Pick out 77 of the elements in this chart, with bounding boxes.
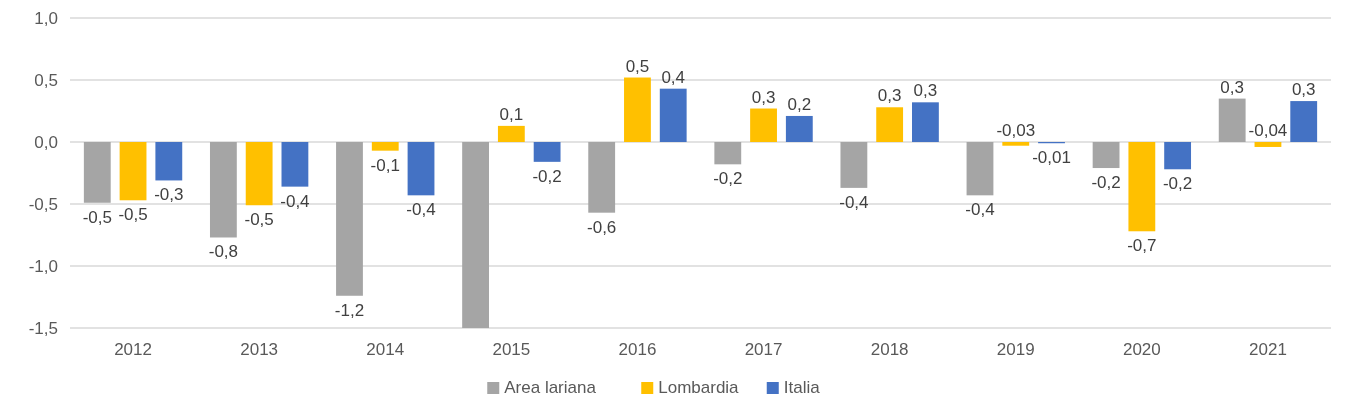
y-tick-label: 0,5 (34, 70, 58, 90)
bar (714, 142, 742, 165)
data-label: 0,2 (787, 94, 812, 114)
data-label: 0,4 (661, 67, 686, 87)
bar (497, 125, 525, 142)
x-tick-label: 2017 (744, 340, 783, 359)
data-label: 0,3 (913, 81, 938, 101)
bar (1218, 98, 1246, 142)
bar (407, 142, 435, 196)
data-label: -0,2 (1091, 173, 1121, 193)
y-tick-label: -0,5 (28, 194, 58, 214)
data-label: -0,5 (82, 207, 112, 227)
bar (371, 142, 399, 151)
data-label: -0,5 (118, 205, 148, 225)
data-label: -0,6 (587, 217, 617, 237)
bar (785, 115, 813, 142)
x-tick-label: 2013 (240, 340, 279, 359)
bar (1128, 142, 1156, 232)
data-label: -0,4 (406, 200, 436, 220)
bar (83, 142, 111, 203)
bar (209, 142, 237, 238)
bar (336, 142, 363, 296)
bar (1164, 142, 1192, 170)
bar (1254, 142, 1282, 147)
bar (533, 142, 561, 162)
bar (119, 142, 147, 201)
legend-label: Italia (783, 378, 821, 397)
bar (876, 107, 904, 142)
bar (750, 108, 777, 142)
legend-label: Lombardia (658, 378, 740, 397)
bar (588, 142, 616, 213)
bar (155, 142, 183, 181)
data-label: 0,3 (877, 86, 902, 106)
bar (659, 88, 687, 142)
data-label: 0,3 (1291, 80, 1316, 100)
bar (462, 142, 489, 328)
y-tick-label: -1,0 (28, 256, 58, 276)
bar (1290, 101, 1318, 142)
y-tick-label: -1,5 (28, 318, 58, 338)
x-tick-label: 2019 (996, 340, 1035, 359)
data-label: 0,1 (499, 104, 524, 124)
legend-label: Area lariana (504, 378, 597, 397)
x-tick-label: 2015 (492, 340, 531, 359)
y-tick-label: 0,0 (34, 132, 58, 152)
data-label: -0,4 (965, 200, 995, 220)
data-label: -0,2 (532, 166, 562, 186)
y-tick-label: 1,0 (34, 8, 58, 28)
bar (912, 102, 939, 142)
data-label: -0,01 (1032, 148, 1071, 168)
x-tick-label: 2012 (114, 340, 152, 359)
data-label: -0,3 (154, 185, 184, 205)
data-label: -0,1 (370, 155, 400, 175)
data-label: -0,03 (996, 121, 1036, 140)
bar (966, 142, 994, 196)
data-label: -1,2 (334, 300, 365, 320)
x-tick-label: 2020 (1122, 340, 1161, 359)
data-label: -0,5 (244, 210, 274, 230)
x-tick-label: 2014 (366, 340, 405, 359)
data-label: -0,2 (1162, 174, 1193, 194)
bar (281, 142, 309, 187)
data-label: -0,4 (839, 192, 869, 212)
data-label: -0,2 (713, 169, 743, 189)
x-tick-label: 2021 (1249, 340, 1287, 359)
x-tick-label: 2016 (618, 340, 657, 359)
data-label: -0,8 (208, 242, 239, 262)
data-label: -0,7 (1127, 236, 1157, 256)
data-label: -0,04 (1248, 121, 1288, 140)
data-label: 0,3 (1220, 77, 1244, 97)
data-label: 0,3 (751, 87, 776, 107)
data-label: 0,5 (625, 56, 650, 76)
bar (1092, 142, 1120, 169)
bar (245, 142, 273, 206)
data-label: -0,4 (280, 191, 310, 211)
x-tick-label: 2018 (870, 340, 909, 359)
bar (1002, 142, 1030, 146)
bar (624, 77, 651, 142)
bar (840, 142, 868, 188)
